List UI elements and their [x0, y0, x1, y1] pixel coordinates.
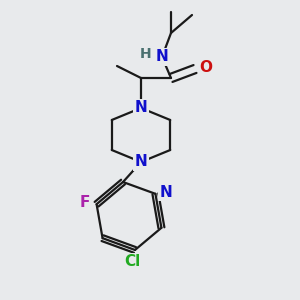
- Text: N: N: [135, 100, 147, 116]
- Text: Cl: Cl: [124, 254, 140, 269]
- Text: F: F: [80, 195, 90, 210]
- Text: H: H: [140, 47, 151, 61]
- Text: O: O: [199, 60, 212, 75]
- Text: N: N: [160, 185, 172, 200]
- Text: N: N: [156, 50, 168, 64]
- Text: N: N: [135, 154, 147, 169]
